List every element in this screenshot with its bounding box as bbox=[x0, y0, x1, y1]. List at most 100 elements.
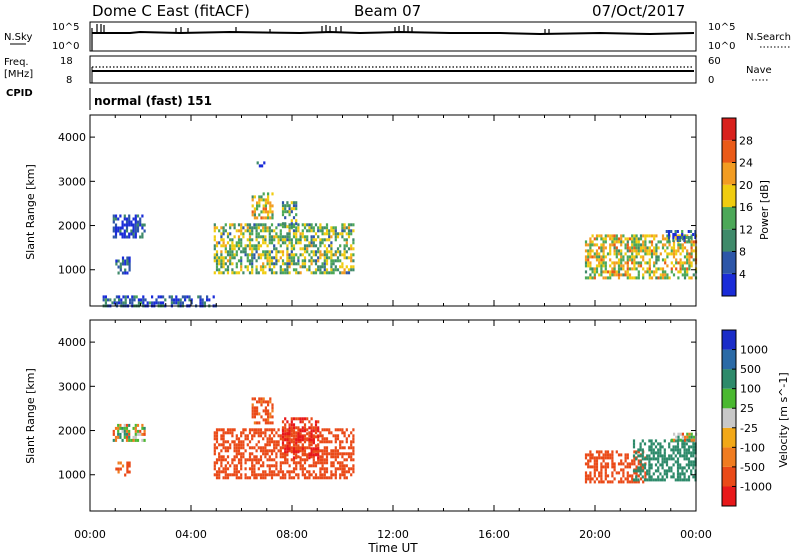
power-cell bbox=[688, 267, 691, 271]
power-cell bbox=[248, 232, 252, 236]
velocity-cell bbox=[310, 440, 313, 444]
power-cell bbox=[323, 256, 326, 260]
power-cell bbox=[270, 271, 274, 275]
velocity-cell bbox=[323, 446, 326, 450]
power-cell bbox=[624, 270, 627, 274]
power-cell bbox=[306, 244, 309, 248]
velocity-cell bbox=[637, 450, 640, 454]
velocity-cell bbox=[637, 462, 640, 466]
power-cell bbox=[312, 253, 315, 257]
velocity-cell bbox=[690, 472, 693, 476]
power-cell bbox=[670, 230, 673, 233]
power-cell bbox=[328, 271, 331, 275]
velocity-ytick-label: 4000 bbox=[58, 336, 86, 349]
velocity-cell bbox=[269, 415, 272, 419]
velocity-cell bbox=[246, 458, 249, 462]
power-cell bbox=[295, 262, 298, 266]
power-cell bbox=[683, 267, 687, 271]
velocity-cell bbox=[229, 446, 232, 450]
velocity-cell bbox=[273, 440, 276, 444]
power-cell bbox=[126, 295, 129, 299]
velocity-cell bbox=[674, 448, 677, 452]
velocity-cell bbox=[270, 452, 274, 456]
velocity-cell bbox=[685, 457, 688, 461]
velocity-cell bbox=[681, 478, 684, 482]
power-cell bbox=[657, 258, 660, 262]
velocity-cell bbox=[244, 428, 247, 432]
power-cell bbox=[323, 259, 326, 263]
velocity-cell bbox=[132, 426, 135, 430]
power-cell bbox=[226, 241, 230, 245]
velocity-cell bbox=[306, 458, 309, 462]
velocity-cell bbox=[598, 474, 601, 478]
power-cell bbox=[350, 265, 353, 269]
velocity-cell bbox=[277, 440, 280, 444]
power-cell bbox=[299, 265, 302, 269]
velocity-cell bbox=[292, 429, 296, 433]
freq-panel: Freq. [MHz] 18 8 60 0 Nave bbox=[4, 55, 772, 86]
velocity-cell bbox=[661, 460, 664, 464]
power-cell bbox=[681, 267, 684, 271]
power-cell bbox=[253, 256, 256, 260]
velocity-cell bbox=[314, 464, 318, 468]
velocity-cell bbox=[670, 438, 673, 442]
power-cell bbox=[248, 262, 252, 266]
power-cell bbox=[120, 301, 123, 305]
power-cell bbox=[270, 223, 274, 227]
power-cell bbox=[352, 253, 355, 257]
power-cell bbox=[317, 229, 320, 233]
power-cell bbox=[343, 247, 346, 251]
power-cell bbox=[123, 229, 126, 233]
velocity-cell bbox=[251, 406, 254, 410]
velocity-cell bbox=[123, 435, 126, 439]
velocity-cell bbox=[314, 428, 318, 432]
velocity-cell bbox=[328, 452, 331, 456]
power-cell bbox=[292, 247, 296, 251]
velocity-cell bbox=[273, 449, 276, 453]
power-cell bbox=[290, 262, 293, 266]
power-cell bbox=[631, 261, 634, 265]
power-cell bbox=[267, 201, 270, 205]
velocity-cell bbox=[310, 443, 313, 447]
velocity-cell bbox=[128, 438, 131, 442]
power-cell bbox=[115, 295, 118, 299]
velocity-cell bbox=[266, 443, 269, 447]
power-cell bbox=[659, 273, 662, 277]
power-cell bbox=[213, 223, 216, 227]
power-cell bbox=[600, 267, 603, 271]
power-cell bbox=[587, 264, 590, 268]
noise-spikes bbox=[91, 24, 550, 51]
power-cell bbox=[257, 271, 260, 275]
power-cell bbox=[132, 229, 135, 233]
power-cell bbox=[325, 250, 329, 254]
velocity-colorbar-segment bbox=[722, 466, 736, 487]
velocity-cell bbox=[255, 431, 258, 435]
power-cell bbox=[264, 223, 267, 227]
velocity-cell bbox=[251, 428, 254, 432]
velocity-cell bbox=[240, 464, 243, 468]
velocity-cell bbox=[591, 465, 594, 469]
power-cell bbox=[666, 255, 669, 259]
power-cell bbox=[262, 238, 265, 242]
velocity-cell bbox=[343, 473, 346, 477]
velocity-cell bbox=[269, 412, 272, 416]
power-cell bbox=[672, 252, 676, 256]
velocity-cell bbox=[670, 454, 673, 458]
power-cell bbox=[117, 271, 120, 275]
velocity-cell bbox=[622, 480, 625, 484]
power-cell bbox=[275, 226, 278, 230]
velocity-cell bbox=[341, 428, 344, 432]
power-cell bbox=[687, 230, 690, 233]
velocity-cell bbox=[292, 437, 296, 441]
power-cell bbox=[248, 247, 252, 251]
velocity-cell bbox=[663, 448, 666, 452]
power-cell bbox=[642, 240, 645, 244]
power-cell bbox=[260, 216, 263, 220]
velocity-cell bbox=[123, 432, 126, 436]
power-cell bbox=[299, 241, 302, 245]
velocity-cell bbox=[639, 462, 643, 466]
velocity-cell bbox=[258, 412, 261, 416]
velocity-cell bbox=[308, 476, 311, 480]
power-cell bbox=[626, 240, 629, 244]
power-cell bbox=[246, 229, 249, 233]
